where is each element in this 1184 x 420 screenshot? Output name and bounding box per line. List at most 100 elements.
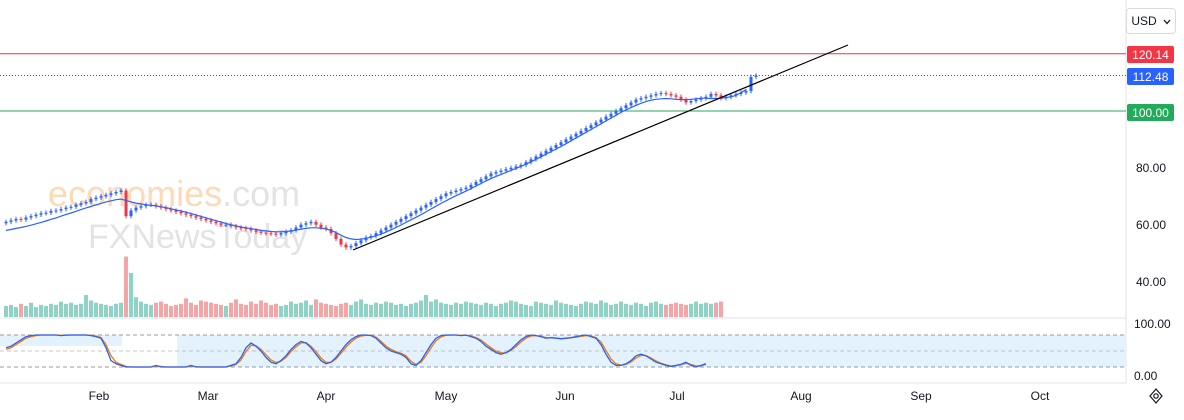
volume-bar xyxy=(354,301,358,317)
volume-bar xyxy=(719,301,723,317)
volume-bar xyxy=(24,306,28,317)
volume-bar xyxy=(344,302,348,317)
volume-bar xyxy=(384,301,388,317)
candle-body xyxy=(639,98,643,100)
volume-bar xyxy=(399,303,403,317)
y-tick-40: 40.00 xyxy=(1136,275,1166,289)
currency-selector[interactable]: USD xyxy=(1126,8,1176,34)
volume-bar xyxy=(499,303,503,317)
candle-body xyxy=(194,216,198,218)
volume-bar xyxy=(494,306,498,317)
volume-bar xyxy=(689,303,693,317)
volume-bar xyxy=(304,300,308,317)
candle-body xyxy=(424,204,428,208)
support-price-tag xyxy=(1127,104,1174,121)
volume-bar xyxy=(679,303,683,317)
volume-bar xyxy=(154,302,158,317)
volume-bar xyxy=(454,302,458,317)
volume-bar xyxy=(409,303,413,317)
candle-body xyxy=(224,224,228,226)
candle-body xyxy=(594,122,598,126)
volume-bar xyxy=(319,302,323,317)
candle-body xyxy=(629,102,633,106)
candle-body xyxy=(389,224,393,228)
trendline[interactable] xyxy=(352,44,849,251)
candle-body xyxy=(519,164,523,167)
volume-bar xyxy=(379,303,383,317)
candle-body xyxy=(249,228,253,231)
volume-bar xyxy=(604,302,608,317)
last-price-label: 112.48 xyxy=(1133,70,1169,84)
volume-bar xyxy=(659,303,663,317)
candle-body xyxy=(59,209,63,211)
volume-bar xyxy=(184,298,188,317)
x-label-oct: Oct xyxy=(1031,389,1050,403)
volume-bar xyxy=(589,302,593,317)
volume-bar xyxy=(484,302,488,317)
candle-body xyxy=(634,99,638,103)
settings-button[interactable] xyxy=(1146,387,1166,408)
volume-bar xyxy=(49,303,53,317)
candle-body xyxy=(739,92,743,94)
volume-bar xyxy=(9,304,13,317)
candle-body xyxy=(199,217,203,219)
volume-bar xyxy=(139,301,143,317)
candle-body xyxy=(689,101,693,103)
volume-bar xyxy=(674,302,678,317)
volume-bar xyxy=(104,304,108,317)
volume-bar xyxy=(279,306,283,317)
volume-bar xyxy=(169,306,173,317)
volume-bar xyxy=(529,306,533,317)
candle-body xyxy=(549,147,553,151)
volume-bar xyxy=(369,304,373,317)
candle-body xyxy=(434,199,438,202)
volume-bar xyxy=(254,303,258,317)
candle-body xyxy=(99,196,103,198)
volume-bar xyxy=(229,302,233,317)
candle-body xyxy=(244,228,248,230)
candle-body xyxy=(79,203,83,205)
candle-body xyxy=(94,197,98,200)
candle-body xyxy=(669,93,673,96)
volume-bar xyxy=(339,303,343,317)
volume-bar xyxy=(664,304,668,317)
volume-bar xyxy=(84,295,88,317)
volume-bar xyxy=(249,301,253,317)
candle-body xyxy=(49,211,53,213)
candle-body xyxy=(204,218,208,221)
stoch-k-line xyxy=(5,334,707,368)
candle-body xyxy=(454,190,458,192)
candle-body xyxy=(414,210,418,214)
candle-body xyxy=(464,187,468,190)
candle-body xyxy=(319,224,323,228)
candle-body xyxy=(439,196,443,200)
volume-bar xyxy=(699,303,703,317)
volume-bar xyxy=(189,302,193,317)
candle-body xyxy=(419,207,423,211)
candle-body xyxy=(539,153,543,157)
candle-body xyxy=(569,136,573,140)
candle-body xyxy=(359,240,363,244)
candle-body xyxy=(174,210,178,212)
x-label-feb: Feb xyxy=(89,389,110,403)
candle-body xyxy=(309,221,313,224)
candle-body xyxy=(119,190,123,192)
volume-bar xyxy=(174,304,178,317)
volume-bar xyxy=(579,303,583,317)
volume-bar xyxy=(634,302,638,317)
volume-bar xyxy=(654,301,658,317)
volume-bar xyxy=(714,302,718,317)
volume-bar xyxy=(259,300,263,317)
candle-body xyxy=(544,150,548,154)
volume-bar xyxy=(419,300,423,317)
volume-bar xyxy=(404,306,408,317)
volume-bar xyxy=(79,303,83,317)
volume-bar xyxy=(274,303,278,317)
candle-body xyxy=(479,179,483,183)
candle-body xyxy=(169,209,173,211)
candle-body xyxy=(84,201,88,204)
candle-body xyxy=(459,189,463,191)
volume-bar xyxy=(644,306,648,317)
y-tick-80: 80.00 xyxy=(1136,161,1166,175)
